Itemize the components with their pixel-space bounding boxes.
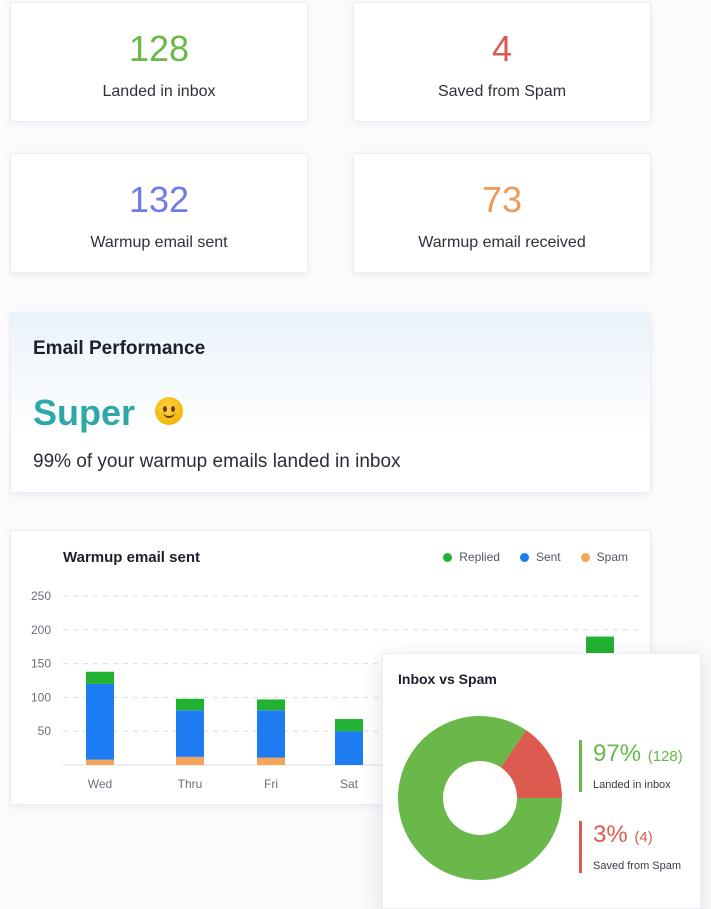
email-performance-card: Email Performance Super 99% of your warm… [10,313,651,493]
legend-label: Spam [596,550,628,564]
smiling-face-icon [155,397,183,425]
bar-segment-sent[interactable] [86,683,114,760]
inbox-vs-spam-card: Inbox vs Spam 97% (128) Landed in inbox … [382,653,701,909]
legend-dot-sent [519,552,529,562]
x-tick-label: Sat [340,777,359,791]
stat-value: 132 [128,179,190,220]
donut-percent: 97% [593,740,642,767]
emoji-mouth [163,412,175,418]
bar-segment-spam[interactable] [86,759,114,765]
chart-legend: Replied Sent Spam [443,550,628,564]
legend-item-replied[interactable]: Replied [443,550,500,564]
donut-title: Inbox vs Spam [398,671,497,687]
donut-stat-spam: 3% (4) Saved from Spam [579,821,681,873]
stat-card-landed-inbox: 128 Landed in inbox [10,2,308,122]
bar-segment-replied[interactable] [86,671,114,684]
donut-stat-line: 97% (128) [593,740,683,771]
bar-segment-sent[interactable] [257,710,285,758]
donut-slice-inbox[interactable] [398,716,562,880]
bar-segment-replied[interactable] [257,699,285,711]
stat-card-warmup-sent: 132 Warmup email sent [10,153,308,273]
bar-segment-sent[interactable] [335,731,363,765]
stat-label: Saved from Spam [437,83,567,100]
donut-count: (128) [647,748,683,765]
legend-dot-replied [443,552,453,562]
bar-segment-sent[interactable] [176,710,204,757]
donut-stat-line: 3% (4) [593,821,681,852]
performance-grade: Super [33,392,136,433]
bar-segment-spam[interactable] [257,757,285,765]
donut-label: Saved from Spam [593,860,682,872]
stat-label: Warmup email received [418,234,586,251]
donut-slice-spam[interactable] [500,730,562,798]
stat-value: 4 [491,28,513,69]
x-tick-label: Fri [264,777,278,791]
stat-label: Warmup email sent [90,234,228,251]
y-tick-label: 150 [31,657,51,671]
donut-label: Landed in inbox [593,779,671,791]
x-tick-label: Wed [88,777,112,791]
stat-value: 128 [128,28,190,69]
legend-item-sent[interactable]: Sent [519,550,561,564]
chart-title: Warmup email sent [63,549,200,566]
y-tick-label: 250 [31,589,51,603]
y-tick-label: 200 [31,623,51,637]
donut-percent: 3% [593,821,628,848]
legend-item-spam[interactable]: Spam [580,550,628,564]
emoji-eye [171,406,175,412]
stat-value: 73 [481,179,523,220]
performance-title: Email Performance [33,338,206,359]
donut-count: (4) [634,829,653,846]
y-tick-label: 100 [31,690,51,704]
x-tick-label: Thru [178,777,203,791]
stat-card-saved-spam: 4 Saved from Spam [353,2,651,122]
y-tick-label: 50 [38,724,52,738]
donut-stat-inbox: 97% (128) Landed in inbox [579,740,683,792]
bar-segment-replied[interactable] [176,698,204,711]
donut-chart [398,716,562,880]
performance-description: 99% of your warmup emails landed in inbo… [33,451,401,472]
legend-dot-spam [580,552,590,562]
bar-segment-replied[interactable] [335,719,363,732]
stat-label: Landed in inbox [102,83,216,100]
stat-card-warmup-received: 73 Warmup email received [353,153,651,273]
legend-label: Replied [459,550,500,564]
bar-segment-spam[interactable] [176,756,204,765]
legend-label: Sent [535,550,561,564]
emoji-eye [163,406,167,412]
